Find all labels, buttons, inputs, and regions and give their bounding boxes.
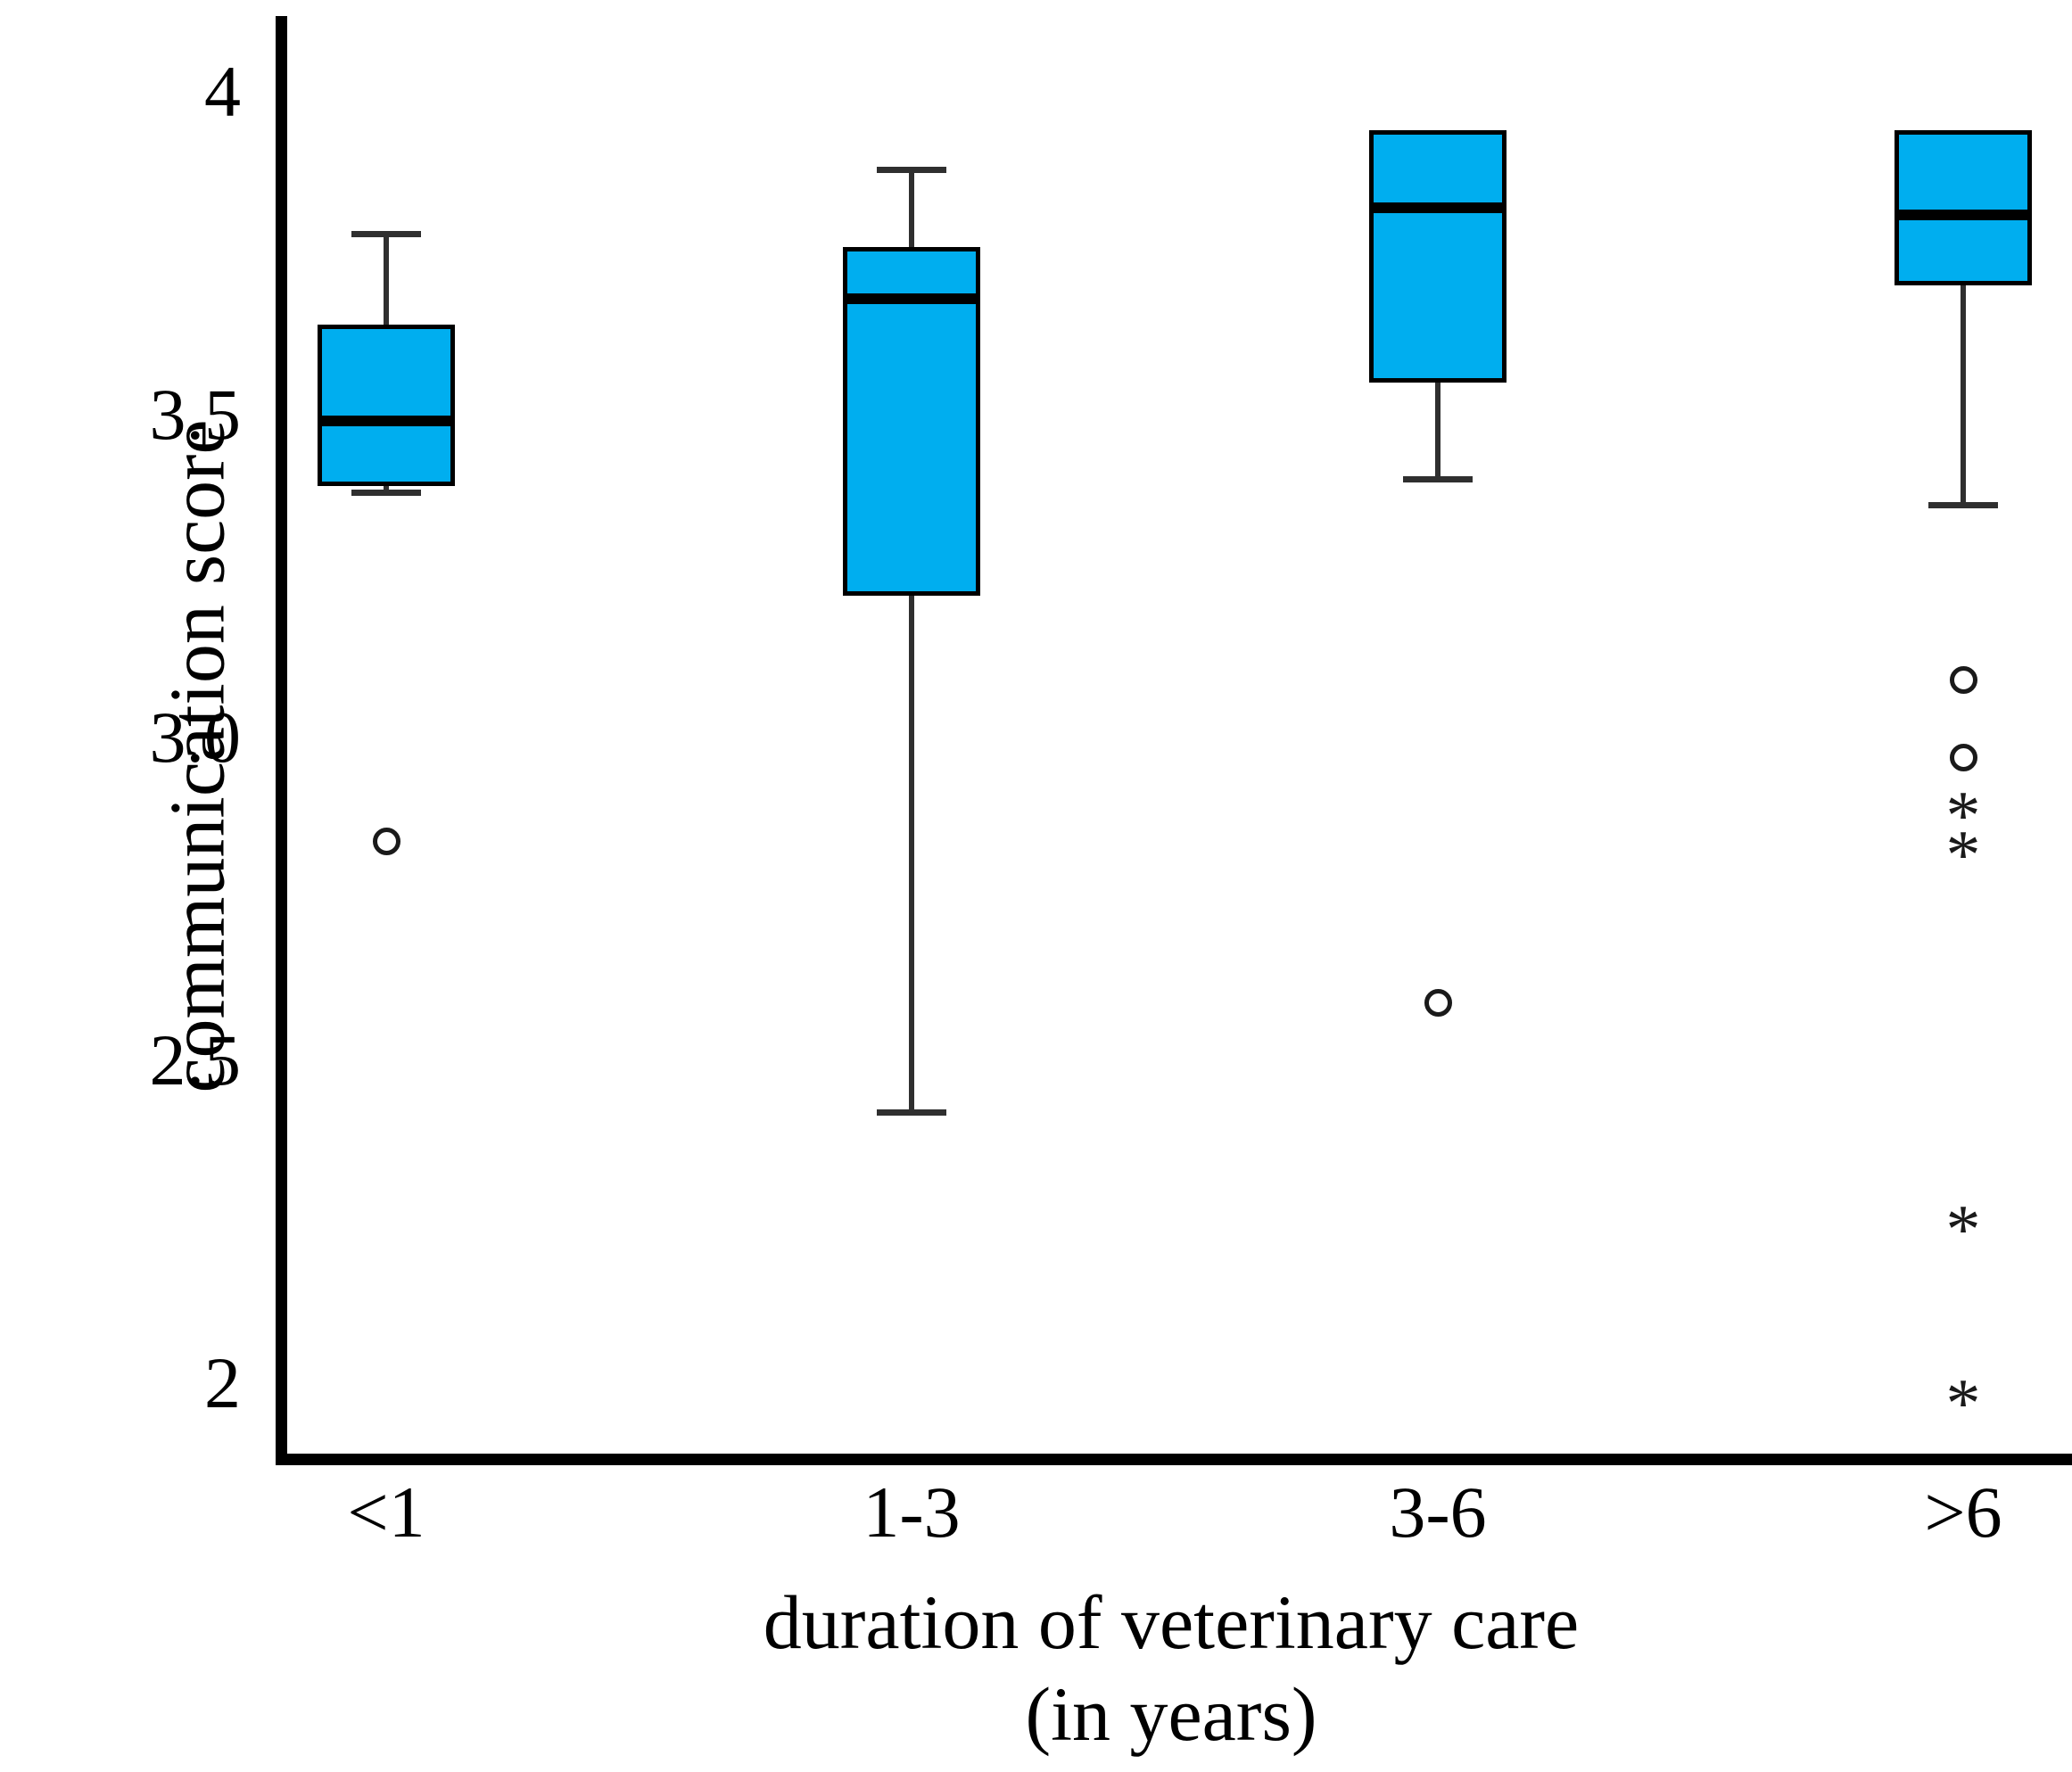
x-axis-line [276,1454,2072,1465]
lower-whisker-cap [1928,502,1998,509]
outlier-circle [1950,743,1977,771]
median-line [843,293,980,304]
median-line [1895,209,2032,220]
x-tick-label-1-3: 1-3 [863,1471,961,1553]
median-line [318,416,455,427]
outlier-asterisk: * [1945,776,1981,854]
outlier-circle [1424,988,1452,1017]
x-tick-label-<1: <1 [347,1471,425,1553]
box-<1 [318,324,455,486]
upper-whisker-cap [351,231,421,238]
lower-whisker-cap [877,1109,946,1116]
y-tick-label-3.0: 3.0 [149,696,242,778]
lower-whisker-line [909,595,914,1112]
outlier-asterisk: * [1945,1190,1981,1268]
lower-whisker-line [384,485,389,492]
outlier-circle [373,827,400,855]
y-tick-label-3.5: 3.5 [149,374,242,455]
x-axis-title-line1: duration of veterinary care [763,1579,1580,1665]
lower-whisker-line [1435,382,1440,480]
y-tick-label-2: 2 [204,1342,241,1423]
lower-whisker-cap [1403,476,1473,483]
x-axis-title: duration of veterinary care (in years) [764,1577,1579,1760]
x-tick-label-3-6: 3-6 [1389,1471,1487,1553]
outlier-asterisk: * [1945,815,1981,894]
outlier-asterisk: * [1945,1364,1981,1442]
upper-whisker-line [384,234,389,325]
lower-whisker-cap [351,489,421,496]
median-line [1369,202,1507,214]
x-tick-label->6: >6 [1924,1471,2002,1553]
upper-whisker-line [909,169,914,247]
outlier-circle [1950,665,1977,694]
lower-whisker-line [1961,285,1966,506]
y-axis-line [276,16,287,1465]
box->6 [1895,130,2032,286]
upper-whisker-cap [877,166,946,173]
y-tick-label-2.5: 2.5 [149,1019,242,1100]
x-axis-title-line2: (in years) [1025,1671,1317,1758]
box-3-6 [1369,130,1507,383]
y-tick-label-4: 4 [204,51,241,132]
box-1-3 [843,246,980,596]
